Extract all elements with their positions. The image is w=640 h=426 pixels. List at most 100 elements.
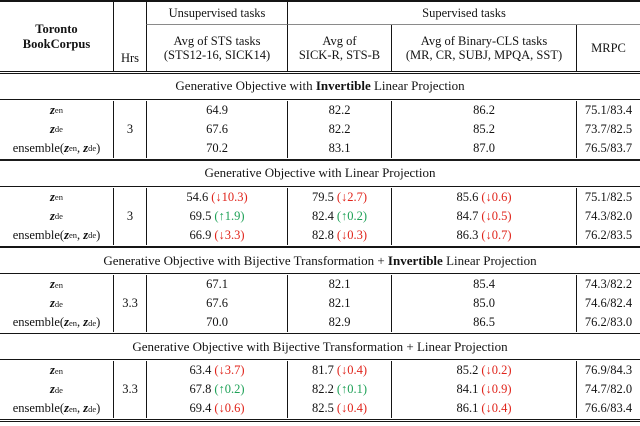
hrs-value: 3 xyxy=(113,100,146,158)
cell-value: 67.1 xyxy=(206,277,228,292)
cell-avg-binary-cls: 84.1 (↓0.9) xyxy=(391,380,576,400)
table-section: Generative Objective with Bijective Tran… xyxy=(0,334,640,419)
cell-value: 85.4 xyxy=(473,277,495,292)
label-text: ensemble( xyxy=(12,140,65,155)
row-label: z de xyxy=(50,382,63,397)
cell-value: 67.8 xyxy=(189,382,212,397)
math-z-variable: z xyxy=(64,227,69,242)
delta-decrease: (↓0.2) xyxy=(481,363,512,378)
label-text: ) xyxy=(96,315,101,330)
cell-value: 70.2 xyxy=(206,140,228,155)
cell-value: 79.5 xyxy=(311,189,334,204)
delta-decrease: (↓0.7) xyxy=(481,227,512,242)
cell-value: 70.0 xyxy=(206,315,228,330)
section-title-text: Generative Objective with Linear Project… xyxy=(204,165,436,181)
cell-value: 86.5 xyxy=(473,315,495,330)
delta-decrease: (↓10.3) xyxy=(211,189,248,204)
cell-value: 82.4 xyxy=(311,208,334,223)
cell-value: 63.4 xyxy=(189,363,212,378)
cell-value: 83.1 xyxy=(328,140,351,155)
cell-avg-binary-cls: 85.4 xyxy=(391,275,576,295)
delta-increase: (↑0.2) xyxy=(214,382,245,397)
delta-decrease: (↓0.6) xyxy=(214,401,245,416)
cell-avg-sick-stsb: 79.5 (↓2.7) xyxy=(287,187,391,207)
row-label: ensemble(z en, z de) xyxy=(12,401,101,416)
horizontal-rule xyxy=(0,0,640,3)
math-z-variable: z xyxy=(83,315,89,330)
cell-mrpc: 75.1/83.4 xyxy=(576,100,640,120)
cell-avg-sts: 69.5 (↑1.9) xyxy=(146,206,287,226)
cell-mrpc: 74.7/82.0 xyxy=(576,380,640,400)
math-z-variable: z xyxy=(83,227,89,242)
hrs-value: 3.3 xyxy=(113,275,146,333)
cell-mrpc: 76.5/83.7 xyxy=(576,138,640,158)
cell-avg-sts: 63.4 (↓3.7) xyxy=(146,361,287,381)
cell-value: 76.2/83.0 xyxy=(584,315,633,330)
cell-avg-sick-stsb: 82.2 xyxy=(287,119,391,139)
math-z-variable: z xyxy=(50,382,55,397)
cell-avg-sick-stsb: 82.1 xyxy=(287,275,391,295)
sts-header-line2: (STS12-16, SICK14) xyxy=(163,48,271,63)
label-text: , xyxy=(76,401,84,416)
cell-value: 69.5 xyxy=(189,208,212,223)
cell-avg-sts: 69.4 (↓0.6) xyxy=(146,399,287,419)
cell-value: 86.1 xyxy=(456,401,479,416)
cell-value: 82.5 xyxy=(311,401,334,416)
math-z-variable: z xyxy=(50,277,55,292)
cell-avg-sts: 70.0 xyxy=(146,313,287,333)
section-title: Generative Objective with Invertible Lin… xyxy=(0,74,640,99)
row-label: z en xyxy=(50,102,63,117)
cell-mrpc: 76.6/83.4 xyxy=(576,399,640,419)
cell-value: 76.5/83.7 xyxy=(584,140,633,155)
cell-value: 81.7 xyxy=(311,363,334,378)
sick-stsb-header: Avg of SICK-R, STS-B xyxy=(287,25,391,72)
cls-header-line1: Avg of Binary-CLS tasks xyxy=(420,33,548,48)
math-z-variable: z xyxy=(83,401,89,416)
cell-value: 82.8 xyxy=(311,227,334,242)
cell-value: 76.9/84.3 xyxy=(584,363,633,378)
cell-value: 54.6 xyxy=(186,189,209,204)
cell-avg-sts: 54.6 (↓10.3) xyxy=(146,187,287,207)
sick-header-line2: SICK-R, STS-B xyxy=(298,48,381,63)
cell-value: 82.2 xyxy=(311,382,334,397)
corpus-line1: Toronto xyxy=(35,22,78,37)
cell-value: 75.1/82.5 xyxy=(584,189,633,204)
cell-value: 82.9 xyxy=(328,315,351,330)
hrs-header: Hrs xyxy=(113,25,146,72)
cell-value: 74.6/82.4 xyxy=(584,296,633,311)
cell-value: 75.1/83.4 xyxy=(584,102,633,117)
math-z-variable: z xyxy=(50,208,55,223)
label-text: , xyxy=(76,315,84,330)
unsupervised-group-header: Unsupervised tasks xyxy=(146,2,287,26)
section-rows: 3.3 z en 63.4 (↓3.7) 81.7 (↓0.4) 85.2 (↓0.2) 76.9… xyxy=(0,360,640,419)
cell-value: 85.2 xyxy=(456,363,479,378)
section-title-text: Linear Projection xyxy=(442,252,537,268)
cell-avg-sick-stsb: 81.7 (↓0.4) xyxy=(287,361,391,381)
cell-mrpc: 75.1/82.5 xyxy=(576,187,640,207)
cell-mrpc: 74.3/82.0 xyxy=(576,206,640,226)
cell-avg-binary-cls: 86.1 (↓0.4) xyxy=(391,399,576,419)
cell-avg-binary-cls: 85.6 (↓0.6) xyxy=(391,187,576,207)
row-label: z de xyxy=(50,121,63,136)
row-label: ensemble(z en, z de) xyxy=(12,140,101,155)
cell-mrpc: 74.6/82.4 xyxy=(576,294,640,314)
cell-avg-sick-stsb: 83.1 xyxy=(287,138,391,158)
cell-value: 67.6 xyxy=(206,296,228,311)
sick-header-line1: Avg of xyxy=(322,33,357,48)
horizontal-rule xyxy=(0,245,640,249)
cell-value: 87.0 xyxy=(473,140,495,155)
cell-avg-sick-stsb: 82.8 (↓0.3) xyxy=(287,225,391,245)
cell-avg-sick-stsb: 82.4 (↑0.2) xyxy=(287,206,391,226)
table-section: Generative Objective with Bijective Tran… xyxy=(0,248,640,333)
cell-avg-sts: 70.2 xyxy=(146,138,287,158)
cell-avg-sts: 66.9 (↓3.3) xyxy=(146,225,287,245)
math-z-variable: z xyxy=(50,296,55,311)
cell-avg-sts: 64.9 xyxy=(146,100,287,120)
math-z-variable: z xyxy=(64,140,69,155)
cell-value: 76.6/83.4 xyxy=(584,401,633,416)
horizontal-rule xyxy=(0,71,640,74)
cell-avg-binary-cls: 87.0 xyxy=(391,138,576,158)
math-z-variable: z xyxy=(50,121,55,136)
cell-avg-binary-cls: 86.5 xyxy=(391,313,576,333)
